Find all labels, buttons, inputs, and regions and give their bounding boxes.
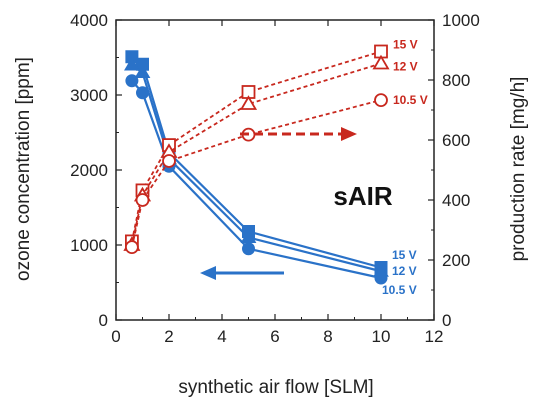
left-y-tick-label: 0 [99, 311, 108, 330]
x-tick-label: 4 [217, 327, 226, 346]
left-y-axis-title: ozone concentration [ppm] [13, 57, 34, 281]
left-y-tick-label: 4000 [70, 11, 108, 30]
left-axis-arrow-head [200, 266, 216, 280]
right-y-tick-label: 800 [442, 71, 470, 90]
data-point-circle [374, 93, 388, 107]
right-y-tick-label: 0 [442, 311, 451, 330]
concentration-series-label: 10.5 V [382, 283, 417, 297]
left-y-tick-label: 2000 [70, 161, 108, 180]
data-point-triangle [124, 57, 140, 71]
concentration-series-label: 15 V [392, 248, 417, 262]
right-axis-arrow-head [341, 127, 357, 141]
right-y-tick-label: 400 [442, 191, 470, 210]
sair-annotation: sAIR [333, 181, 392, 211]
data-point-circle [136, 86, 149, 100]
axes-layer: 0 2 4 6 8 10 120100020003000400002004006008001… [70, 11, 480, 346]
x-tick-label: 12 [425, 327, 444, 346]
data-point-triangle [134, 64, 151, 78]
data-point-circle [124, 240, 139, 255]
production-series-label: 15 V [393, 38, 418, 52]
x-tick-label: 10 [372, 327, 391, 346]
x-tick-label: 6 [270, 327, 279, 346]
data-point-circle [125, 74, 139, 88]
data-point-circle [242, 242, 255, 256]
series-layer: 15 V 12 V 10.5 V 15 V 12 V 10.5 V [123, 38, 428, 297]
x-tick-label: 8 [323, 327, 332, 346]
production-line [131, 50, 382, 242]
x-tick-label: 2 [164, 327, 173, 346]
right-y-tick-label: 1000 [442, 11, 480, 30]
concentration-line [131, 80, 382, 280]
x-axis-title: synthetic air flow [SLM] [178, 377, 373, 398]
left-y-tick-label: 3000 [70, 86, 108, 105]
production-series-label: 12 V [393, 60, 418, 74]
x-tick-label: 0 [111, 327, 120, 346]
concentration-series-label: 12 V [392, 264, 417, 278]
data-point-triangle [239, 95, 258, 110]
production-series-label: 10.5 V [393, 93, 428, 107]
annotation-layer: sAIR synthetic air flow [SLM] ozone conc… [13, 57, 529, 398]
right-y-axis-title: production rate [mg/h] [508, 77, 529, 262]
data-point-circle [135, 193, 150, 207]
data-point-circle [374, 271, 388, 285]
data-point-circle [162, 154, 176, 168]
data-point-triangle [372, 54, 390, 70]
right-y-tick-label: 200 [442, 251, 470, 270]
right-y-tick-label: 600 [442, 131, 470, 150]
production-line [131, 99, 382, 248]
left-y-tick-label: 1000 [70, 236, 108, 255]
